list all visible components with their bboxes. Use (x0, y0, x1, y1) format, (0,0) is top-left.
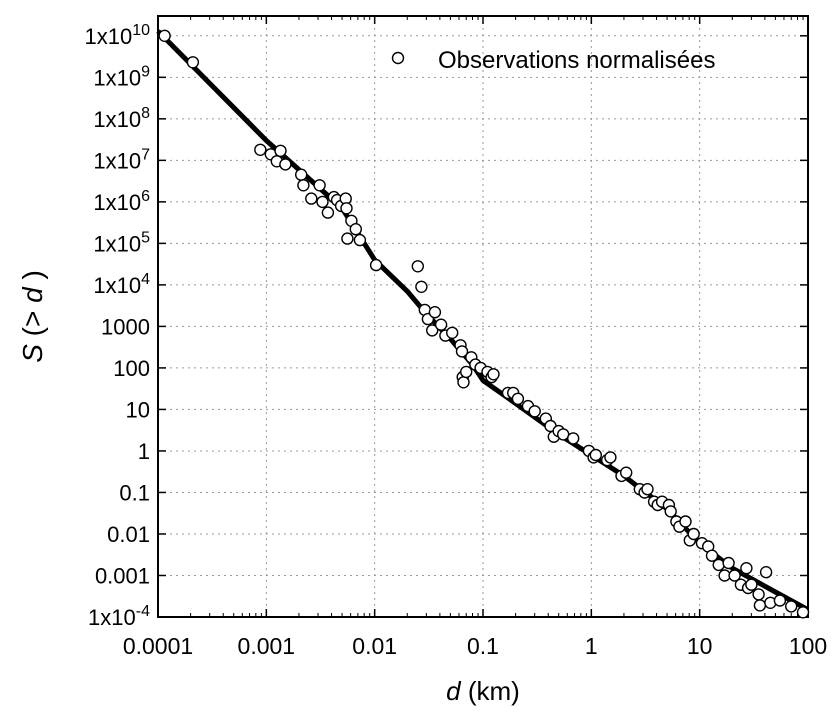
axis-labels: 0.0001 0.001 0.01 0.1 1 10 100 1x10-4 0.001 0.01 0… (17, 22, 827, 706)
data-point (353, 233, 367, 247)
x-tick-label: 0.0001 (123, 633, 193, 659)
x-tick-label: 0.01 (352, 633, 397, 659)
y-tick-label: 0.001 (95, 563, 150, 588)
data-point (759, 566, 773, 579)
data-point (641, 483, 654, 496)
data-point (664, 505, 677, 518)
data-point (589, 448, 602, 462)
data-point (460, 365, 473, 379)
data-point (340, 202, 353, 215)
data-point (567, 432, 580, 445)
x-tick-label: 1 (585, 633, 598, 659)
y-tick-label: 1x106 (93, 188, 150, 215)
legend: Observations normalisées (391, 47, 715, 74)
data-point (295, 168, 308, 181)
data-point (455, 345, 469, 358)
data-point (740, 562, 753, 575)
axes (157, 15, 809, 618)
data-point (316, 195, 329, 209)
data-point (457, 376, 470, 389)
data-point (426, 324, 439, 337)
data-point (313, 179, 326, 192)
grid-lines (158, 16, 808, 617)
data-point (411, 260, 424, 273)
data-point (773, 594, 787, 607)
data-point (745, 578, 758, 591)
data-point (712, 558, 725, 572)
y-tick-label: 1x104 (93, 271, 150, 298)
data-point (604, 451, 617, 464)
y-tick-label: 0.01 (107, 522, 150, 547)
fit-curve (156, 29, 810, 612)
data-point (274, 144, 287, 158)
fit-curve-line (156, 29, 810, 612)
data-point (752, 588, 765, 601)
data-point (254, 143, 267, 157)
data-point (785, 600, 798, 613)
data-point (297, 179, 310, 192)
data-point (620, 466, 633, 479)
data-points (158, 29, 810, 619)
data-point (428, 306, 442, 319)
y-tick-label: 1 (138, 439, 150, 464)
y-tick-label: 0.1 (119, 480, 150, 505)
data-point (434, 318, 448, 331)
data-point (415, 280, 428, 293)
y-tick-label: 1000 (101, 314, 150, 339)
data-point (487, 368, 500, 381)
data-point (722, 556, 735, 570)
x-tick-label: 0.1 (467, 633, 499, 659)
data-point (305, 192, 318, 205)
y-tick-label: 1x108 (93, 105, 150, 132)
x-axis-label: d (km) (446, 676, 520, 706)
x-tick-label: 100 (789, 633, 827, 659)
data-point (349, 222, 362, 236)
data-point (369, 258, 383, 272)
y-tick-label: 1x107 (93, 146, 150, 173)
data-point (511, 392, 525, 405)
y-axis-label: S (> d ) (17, 270, 48, 363)
data-point (796, 606, 810, 619)
y-tick-label: 10 (126, 397, 150, 422)
y-tick-label: 100 (113, 356, 150, 381)
data-point (279, 158, 292, 171)
y-tick-label: 1x105 (93, 229, 150, 256)
data-point (728, 569, 741, 582)
data-point (687, 527, 700, 541)
data-point (341, 232, 354, 245)
legend-label: Observations normalisées (438, 47, 715, 74)
x-tick-label: 0.001 (238, 633, 296, 659)
data-point (679, 515, 692, 528)
data-point (186, 56, 200, 69)
data-point (446, 326, 459, 339)
y-tick-label: 1x109 (93, 63, 150, 90)
data-point (528, 405, 541, 418)
y-tick-label: 1x10-4 (88, 603, 150, 630)
data-point (321, 206, 335, 219)
y-tick-label: 1x1010 (84, 22, 150, 49)
data-point (753, 599, 767, 612)
data-point (158, 29, 171, 42)
legend-marker (391, 51, 405, 65)
x-tick-label: 10 (687, 633, 713, 659)
data-point (705, 549, 719, 562)
